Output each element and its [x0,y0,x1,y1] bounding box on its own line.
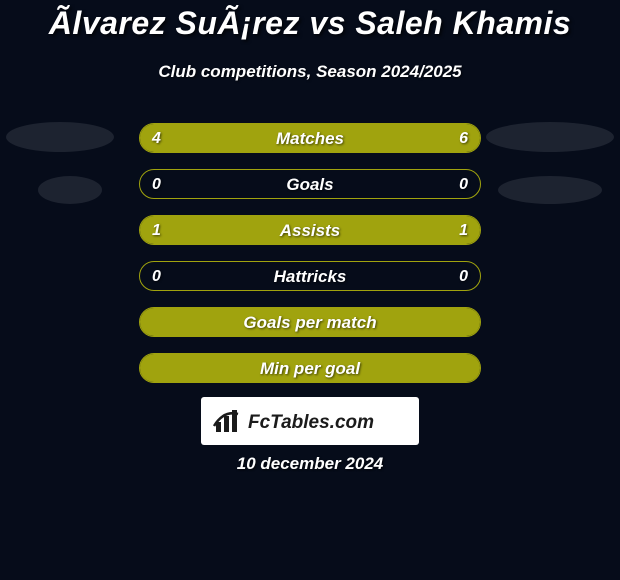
stat-fill [140,308,480,336]
stat-fill-right [310,216,480,244]
player-shadow-right-1 [486,122,614,152]
date-label: 10 december 2024 [0,454,620,474]
player-shadow-left-2 [38,176,102,204]
stat-fill-left [140,124,276,152]
stat-label: Hattricks [140,262,480,291]
stat-bar-assists: Assists11 [139,215,481,245]
stat-label: Goals [140,170,480,199]
page-title: Ãlvarez SuÃ¡rez vs Saleh Khamis [0,5,620,42]
comparison-canvas: Ãlvarez SuÃ¡rez vs Saleh Khamis Club com… [0,0,620,580]
stat-value-left: 0 [152,262,161,291]
fctables-logo: FcTables.com [210,404,410,438]
stat-value-left: 0 [152,170,161,199]
stat-fill [140,354,480,382]
stat-bar-goals: Goals0 0 [139,169,481,199]
stat-fill-left [140,216,310,244]
stat-value-right: 0 [459,262,468,291]
stat-value-right: 0 [459,170,468,199]
stat-bar-matches: Matches46 [139,123,481,153]
player-shadow-left-1 [6,122,114,152]
player-shadow-right-2 [498,176,602,204]
brand-badge[interactable]: FcTables.com [201,397,419,445]
stat-bar-hattricks: Hattricks0 0 [139,261,481,291]
svg-text:FcTables.com: FcTables.com [248,412,374,433]
page-subtitle: Club competitions, Season 2024/2025 [0,62,620,82]
stat-bar-min-per-goal: Min per goal [139,353,481,383]
stat-fill-right [276,124,480,152]
stat-bar-goals-per-match: Goals per match [139,307,481,337]
